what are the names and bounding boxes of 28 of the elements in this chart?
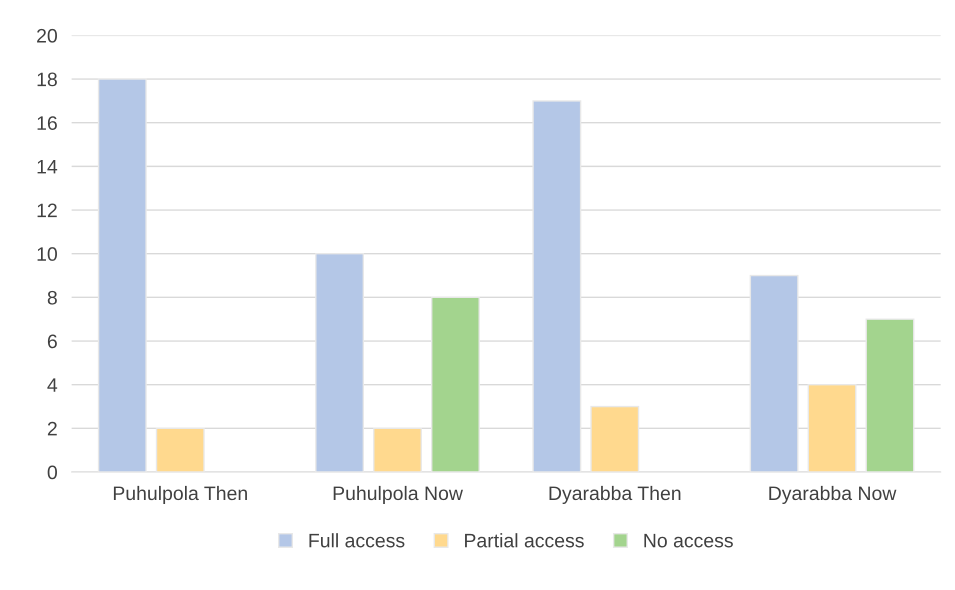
x-tick-label: Dyarabba Then (550, 486, 680, 504)
y-tick-label: 14 (38, 160, 58, 174)
bar (750, 274, 799, 472)
bar (866, 318, 914, 472)
bar (808, 384, 856, 472)
y-tick-label: 12 (38, 204, 57, 218)
bar (315, 253, 364, 472)
bar (156, 428, 205, 472)
y-tick-label: 18 (38, 72, 57, 86)
y-tick-label: 2 (48, 422, 57, 436)
legend-label: Partial access (465, 533, 584, 548)
x-tick-label: Dyarabba Now (769, 486, 896, 504)
y-tick-label: 20 (37, 28, 57, 43)
bar (532, 100, 582, 472)
y-tick-label: 8 (48, 290, 57, 305)
bar (590, 406, 640, 472)
y-tick-label: 0 (48, 465, 57, 480)
y-tick-label: 10 (38, 247, 57, 261)
y-tick-label: 16 (38, 116, 57, 130)
legend-label: Full access (309, 533, 404, 548)
bar (373, 428, 422, 472)
bar (98, 78, 147, 472)
y-tick-label: 6 (48, 334, 57, 348)
bar (431, 296, 480, 472)
legend-label: No access (644, 534, 733, 548)
x-tick-label: Puhulpola Now (334, 486, 463, 504)
x-tick-label: Puhulpola Then (114, 486, 247, 504)
y-tick-label: 4 (47, 378, 58, 392)
